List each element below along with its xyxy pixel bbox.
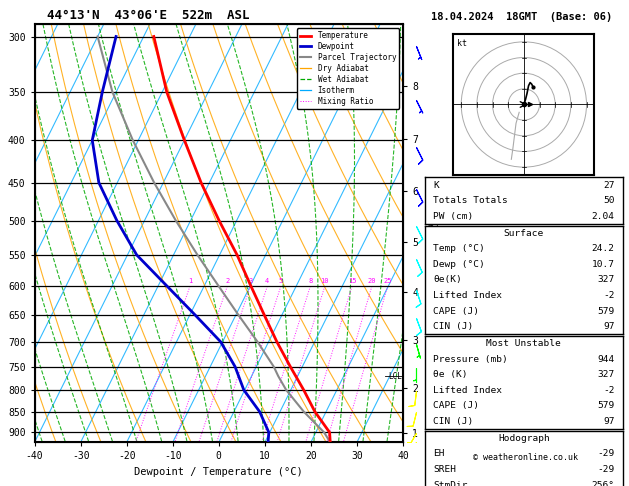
Text: θe (K): θe (K) xyxy=(433,370,467,379)
Text: CIN (J): CIN (J) xyxy=(433,417,473,426)
Text: 97: 97 xyxy=(603,417,615,426)
Text: 25: 25 xyxy=(384,278,392,284)
Text: 327: 327 xyxy=(598,276,615,284)
Text: 50: 50 xyxy=(603,196,615,205)
Text: CAPE (J): CAPE (J) xyxy=(433,307,479,315)
Text: -29: -29 xyxy=(598,465,615,474)
Text: θe(K): θe(K) xyxy=(433,276,462,284)
Text: Totals Totals: Totals Totals xyxy=(433,196,508,205)
Text: 944: 944 xyxy=(598,355,615,364)
Text: 44°13'N  43°06'E  522m  ASL: 44°13'N 43°06'E 522m ASL xyxy=(47,9,250,22)
Text: © weatheronline.co.uk: © weatheronline.co.uk xyxy=(473,452,578,462)
Text: kt: kt xyxy=(457,39,467,48)
Text: 2: 2 xyxy=(225,278,230,284)
Text: 2.04: 2.04 xyxy=(592,212,615,221)
Text: LCL: LCL xyxy=(388,372,402,381)
Y-axis label: km
ASL: km ASL xyxy=(427,214,442,233)
Text: 10.7: 10.7 xyxy=(592,260,615,269)
Legend: Temperature, Dewpoint, Parcel Trajectory, Dry Adiabat, Wet Adiabat, Isotherm, Mi: Temperature, Dewpoint, Parcel Trajectory… xyxy=(297,28,399,109)
Text: Lifted Index: Lifted Index xyxy=(433,386,502,395)
Text: CAPE (J): CAPE (J) xyxy=(433,401,479,410)
Text: 4: 4 xyxy=(265,278,269,284)
Text: -2: -2 xyxy=(603,291,615,300)
Text: Pressure (mb): Pressure (mb) xyxy=(433,355,508,364)
Text: Most Unstable: Most Unstable xyxy=(486,339,561,348)
Text: 8: 8 xyxy=(308,278,313,284)
Text: 10: 10 xyxy=(321,278,329,284)
Text: StmDir: StmDir xyxy=(433,481,467,486)
X-axis label: Dewpoint / Temperature (°C): Dewpoint / Temperature (°C) xyxy=(135,467,303,477)
Text: -2: -2 xyxy=(603,386,615,395)
Text: 579: 579 xyxy=(598,307,615,315)
Text: 27: 27 xyxy=(603,181,615,190)
Text: Lifted Index: Lifted Index xyxy=(433,291,502,300)
Text: 327: 327 xyxy=(598,370,615,379)
Text: 18.04.2024  18GMT  (Base: 06): 18.04.2024 18GMT (Base: 06) xyxy=(431,12,613,22)
Text: 3: 3 xyxy=(248,278,252,284)
Text: CIN (J): CIN (J) xyxy=(433,322,473,331)
Text: Dewp (°C): Dewp (°C) xyxy=(433,260,485,269)
Text: PW (cm): PW (cm) xyxy=(433,212,473,221)
Text: 15: 15 xyxy=(348,278,356,284)
Text: 24.2: 24.2 xyxy=(592,244,615,253)
Text: 1: 1 xyxy=(188,278,192,284)
Text: 579: 579 xyxy=(598,401,615,410)
Y-axis label: hPa: hPa xyxy=(0,225,3,242)
Text: -29: -29 xyxy=(598,450,615,458)
Text: EH: EH xyxy=(433,450,445,458)
Text: 97: 97 xyxy=(603,322,615,331)
Text: Mixing Ratio (g/kg): Mixing Ratio (g/kg) xyxy=(429,207,438,302)
Text: K: K xyxy=(433,181,438,190)
Text: 20: 20 xyxy=(367,278,376,284)
Text: 5: 5 xyxy=(279,278,283,284)
Text: Surface: Surface xyxy=(504,229,544,238)
Text: SREH: SREH xyxy=(433,465,456,474)
Text: Hodograph: Hodograph xyxy=(498,434,550,443)
Text: Temp (°C): Temp (°C) xyxy=(433,244,485,253)
Text: 256°: 256° xyxy=(592,481,615,486)
